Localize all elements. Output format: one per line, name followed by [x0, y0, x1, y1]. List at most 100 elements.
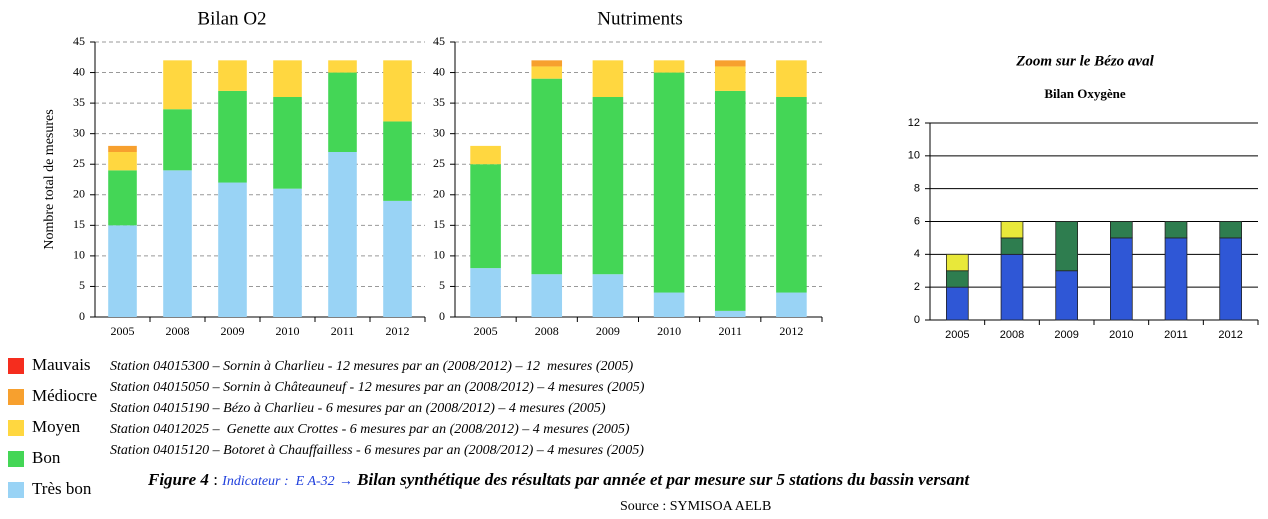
bar-segment — [1055, 221, 1078, 272]
y-tick-label: 4 — [914, 248, 920, 260]
y-axis-label: Nombre total de mesures — [42, 109, 57, 249]
y-tick-label: 0 — [79, 309, 85, 323]
bar-segment — [714, 60, 746, 67]
chart-title: Nutriments — [597, 8, 683, 29]
bar-segment — [776, 97, 807, 293]
bar-segment — [592, 97, 624, 275]
bar-segment — [163, 109, 192, 171]
caption: Figure 4 : Indicateur : E A-32 → Bilan s… — [148, 470, 969, 490]
bar-segment — [328, 72, 357, 152]
y-tick-label: 40 — [73, 64, 85, 78]
arrow: → — [338, 474, 353, 489]
y-tick-label: 20 — [73, 187, 85, 201]
y-tick-label: 6 — [914, 215, 920, 227]
bar-segment — [108, 225, 137, 317]
station-note: Station 04015300 – Sornin à Charlieu - 1… — [110, 359, 634, 374]
legend-swatch — [8, 482, 24, 498]
bar-segment — [776, 60, 807, 97]
y-tick-label: 45 — [73, 34, 85, 48]
y-tick-label: 0 — [914, 314, 920, 326]
y-tick-label: 5 — [439, 278, 445, 292]
y-tick-label: 25 — [73, 156, 85, 170]
bar-segment — [383, 121, 412, 201]
x-tick-label: 2011 — [331, 324, 355, 338]
y-tick-label: 12 — [908, 117, 920, 129]
bar-segment — [273, 97, 302, 189]
bar-segment — [1000, 237, 1024, 255]
bar-segment — [328, 152, 357, 317]
bar-segment — [1219, 221, 1242, 239]
y-tick-label: 15 — [73, 217, 85, 231]
x-tick-label: 2005 — [474, 324, 498, 338]
legend-label: Moyen — [32, 417, 81, 436]
bar-segment — [470, 164, 501, 269]
indicator: Indicateur : E A-32 — [222, 474, 335, 489]
legend-swatch — [8, 358, 24, 374]
bar-segment — [218, 60, 247, 91]
bar-segment — [470, 268, 501, 317]
bar-segment — [776, 292, 807, 317]
bar-segment — [218, 90, 247, 183]
bar-segment — [653, 72, 685, 293]
bar-segment — [163, 60, 192, 110]
y-tick-label: 2 — [914, 281, 920, 293]
x-tick-label: 2009 — [221, 324, 245, 338]
bar-segment — [108, 145, 137, 152]
bar-segment — [1000, 221, 1024, 239]
y-tick-label: 25 — [433, 156, 445, 170]
y-tick-label: 35 — [433, 95, 445, 109]
x-tick-label: 2008 — [166, 324, 190, 338]
y-tick-label: 0 — [439, 309, 445, 323]
legend-swatch — [8, 389, 24, 405]
x-tick-label: 2010 — [657, 324, 681, 338]
y-tick-label: 40 — [433, 64, 445, 78]
bar-segment — [163, 170, 192, 317]
bar-segment — [531, 274, 563, 317]
source: Source : SYMISOA AELB — [620, 499, 772, 514]
bar-segment — [273, 188, 302, 317]
y-tick-label: 10 — [433, 248, 445, 262]
x-tick-label: 2008 — [1000, 329, 1024, 341]
bar-segment — [946, 253, 969, 272]
y-tick-label: 10 — [73, 248, 85, 262]
y-tick-label: 30 — [73, 125, 85, 139]
y-tick-label: 35 — [73, 95, 85, 109]
station-note: Station 04015050 – Sornin à Châteauneuf … — [110, 380, 645, 395]
y-tick-label: 10 — [908, 150, 920, 162]
legend-swatch — [8, 420, 24, 436]
bar-segment — [1164, 237, 1188, 321]
x-tick-label: 2009 — [1054, 329, 1078, 341]
bar-segment — [273, 60, 302, 97]
x-tick-label: 2011 — [718, 324, 742, 338]
bar-segment — [218, 182, 247, 317]
legend-swatch — [8, 451, 24, 467]
x-tick-label: 2008 — [535, 324, 559, 338]
bar-segment — [1219, 237, 1242, 321]
x-tick-label: 2005 — [111, 324, 135, 338]
bar-segment — [383, 60, 412, 122]
chart-subtitle: Bilan Oxygène — [1044, 86, 1125, 101]
x-tick-label: 2009 — [596, 324, 620, 338]
bar-segment — [531, 78, 563, 275]
legend-label: Bon — [32, 448, 61, 467]
x-tick-label: 2011 — [1164, 329, 1188, 341]
bar-segment — [1110, 237, 1133, 321]
chart-title: Bilan O2 — [197, 8, 266, 29]
bar-segment — [328, 60, 357, 73]
station-note: Station 04015190 – Bézo à Charlieu - 6 m… — [110, 401, 606, 416]
bar-segment — [1110, 221, 1133, 239]
y-tick-label: 30 — [433, 125, 445, 139]
separator: : — [213, 470, 218, 489]
bar-segment — [470, 145, 501, 165]
bar-segment — [383, 200, 412, 317]
bar-segment — [1055, 270, 1078, 321]
figure-number: Figure 4 — [148, 470, 209, 489]
legend-label: Mauvais — [32, 355, 91, 374]
bar-segment — [1164, 221, 1188, 239]
bar-segment — [108, 170, 137, 226]
x-tick-label: 2012 — [779, 324, 803, 338]
y-tick-label: 8 — [914, 183, 920, 195]
x-tick-label: 2005 — [945, 329, 969, 341]
bar-segment — [1000, 253, 1024, 321]
